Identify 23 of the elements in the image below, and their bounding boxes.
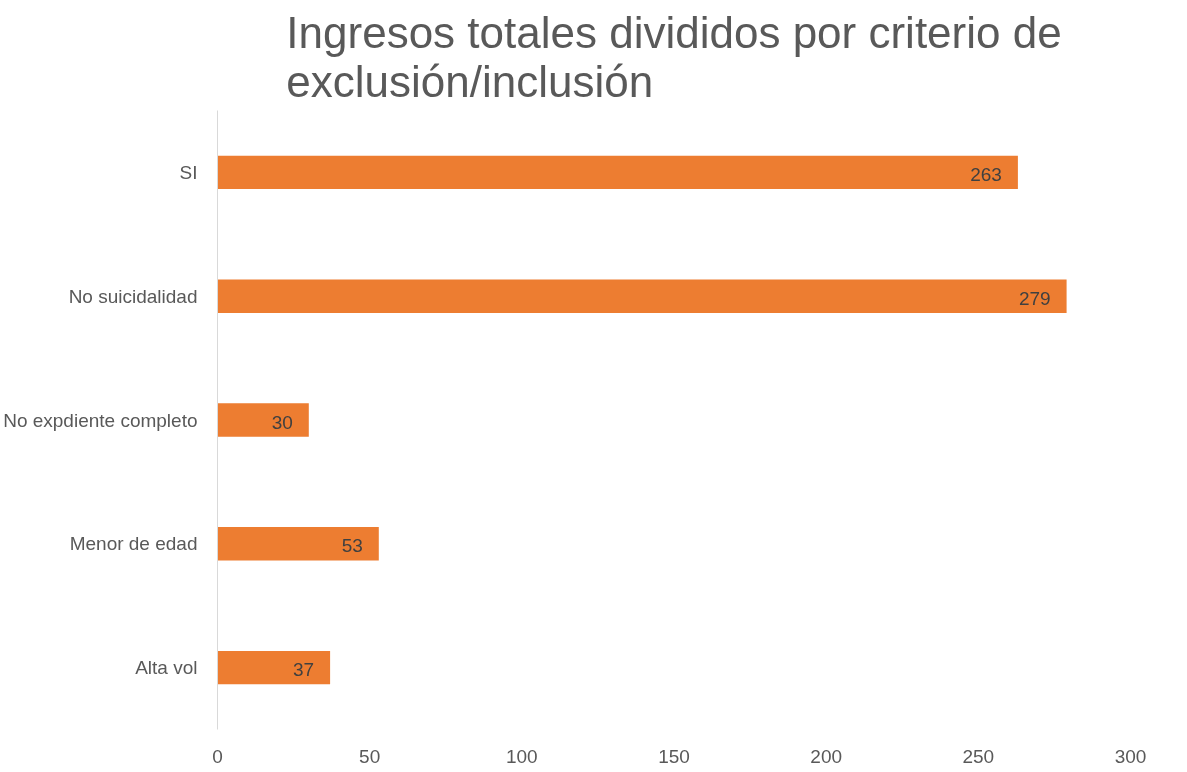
x-tick-label: 250 xyxy=(962,745,995,767)
x-tick-label: 200 xyxy=(810,745,843,767)
x-tick-label: 300 xyxy=(1114,745,1147,767)
x-tick-label: 50 xyxy=(359,745,381,767)
bar xyxy=(217,279,1067,313)
y-tick-label: Alta vol xyxy=(135,657,198,679)
data-label: 53 xyxy=(341,535,363,557)
x-tick-label: 150 xyxy=(658,745,690,767)
y-tick-label: Menor de edad xyxy=(69,533,198,555)
y-tick-label: No expdiente completo xyxy=(3,409,198,431)
y-tick-label: No suicidalidad xyxy=(68,285,198,307)
bar xyxy=(217,527,379,561)
x-tick-label: 0 xyxy=(212,745,223,767)
bar xyxy=(217,403,309,437)
bar xyxy=(217,155,1018,190)
chart-title: Ingresos totales divididos por criterio de exclusión/inclusión xyxy=(286,7,1062,106)
x-tick-label: 100 xyxy=(505,745,538,767)
bar xyxy=(217,650,331,685)
y-tick-label: SI xyxy=(179,161,198,183)
data-label: 37 xyxy=(292,659,315,681)
data-label: 263 xyxy=(970,163,1002,185)
data-label: 30 xyxy=(271,411,293,433)
data-label: 279 xyxy=(1018,287,1051,309)
